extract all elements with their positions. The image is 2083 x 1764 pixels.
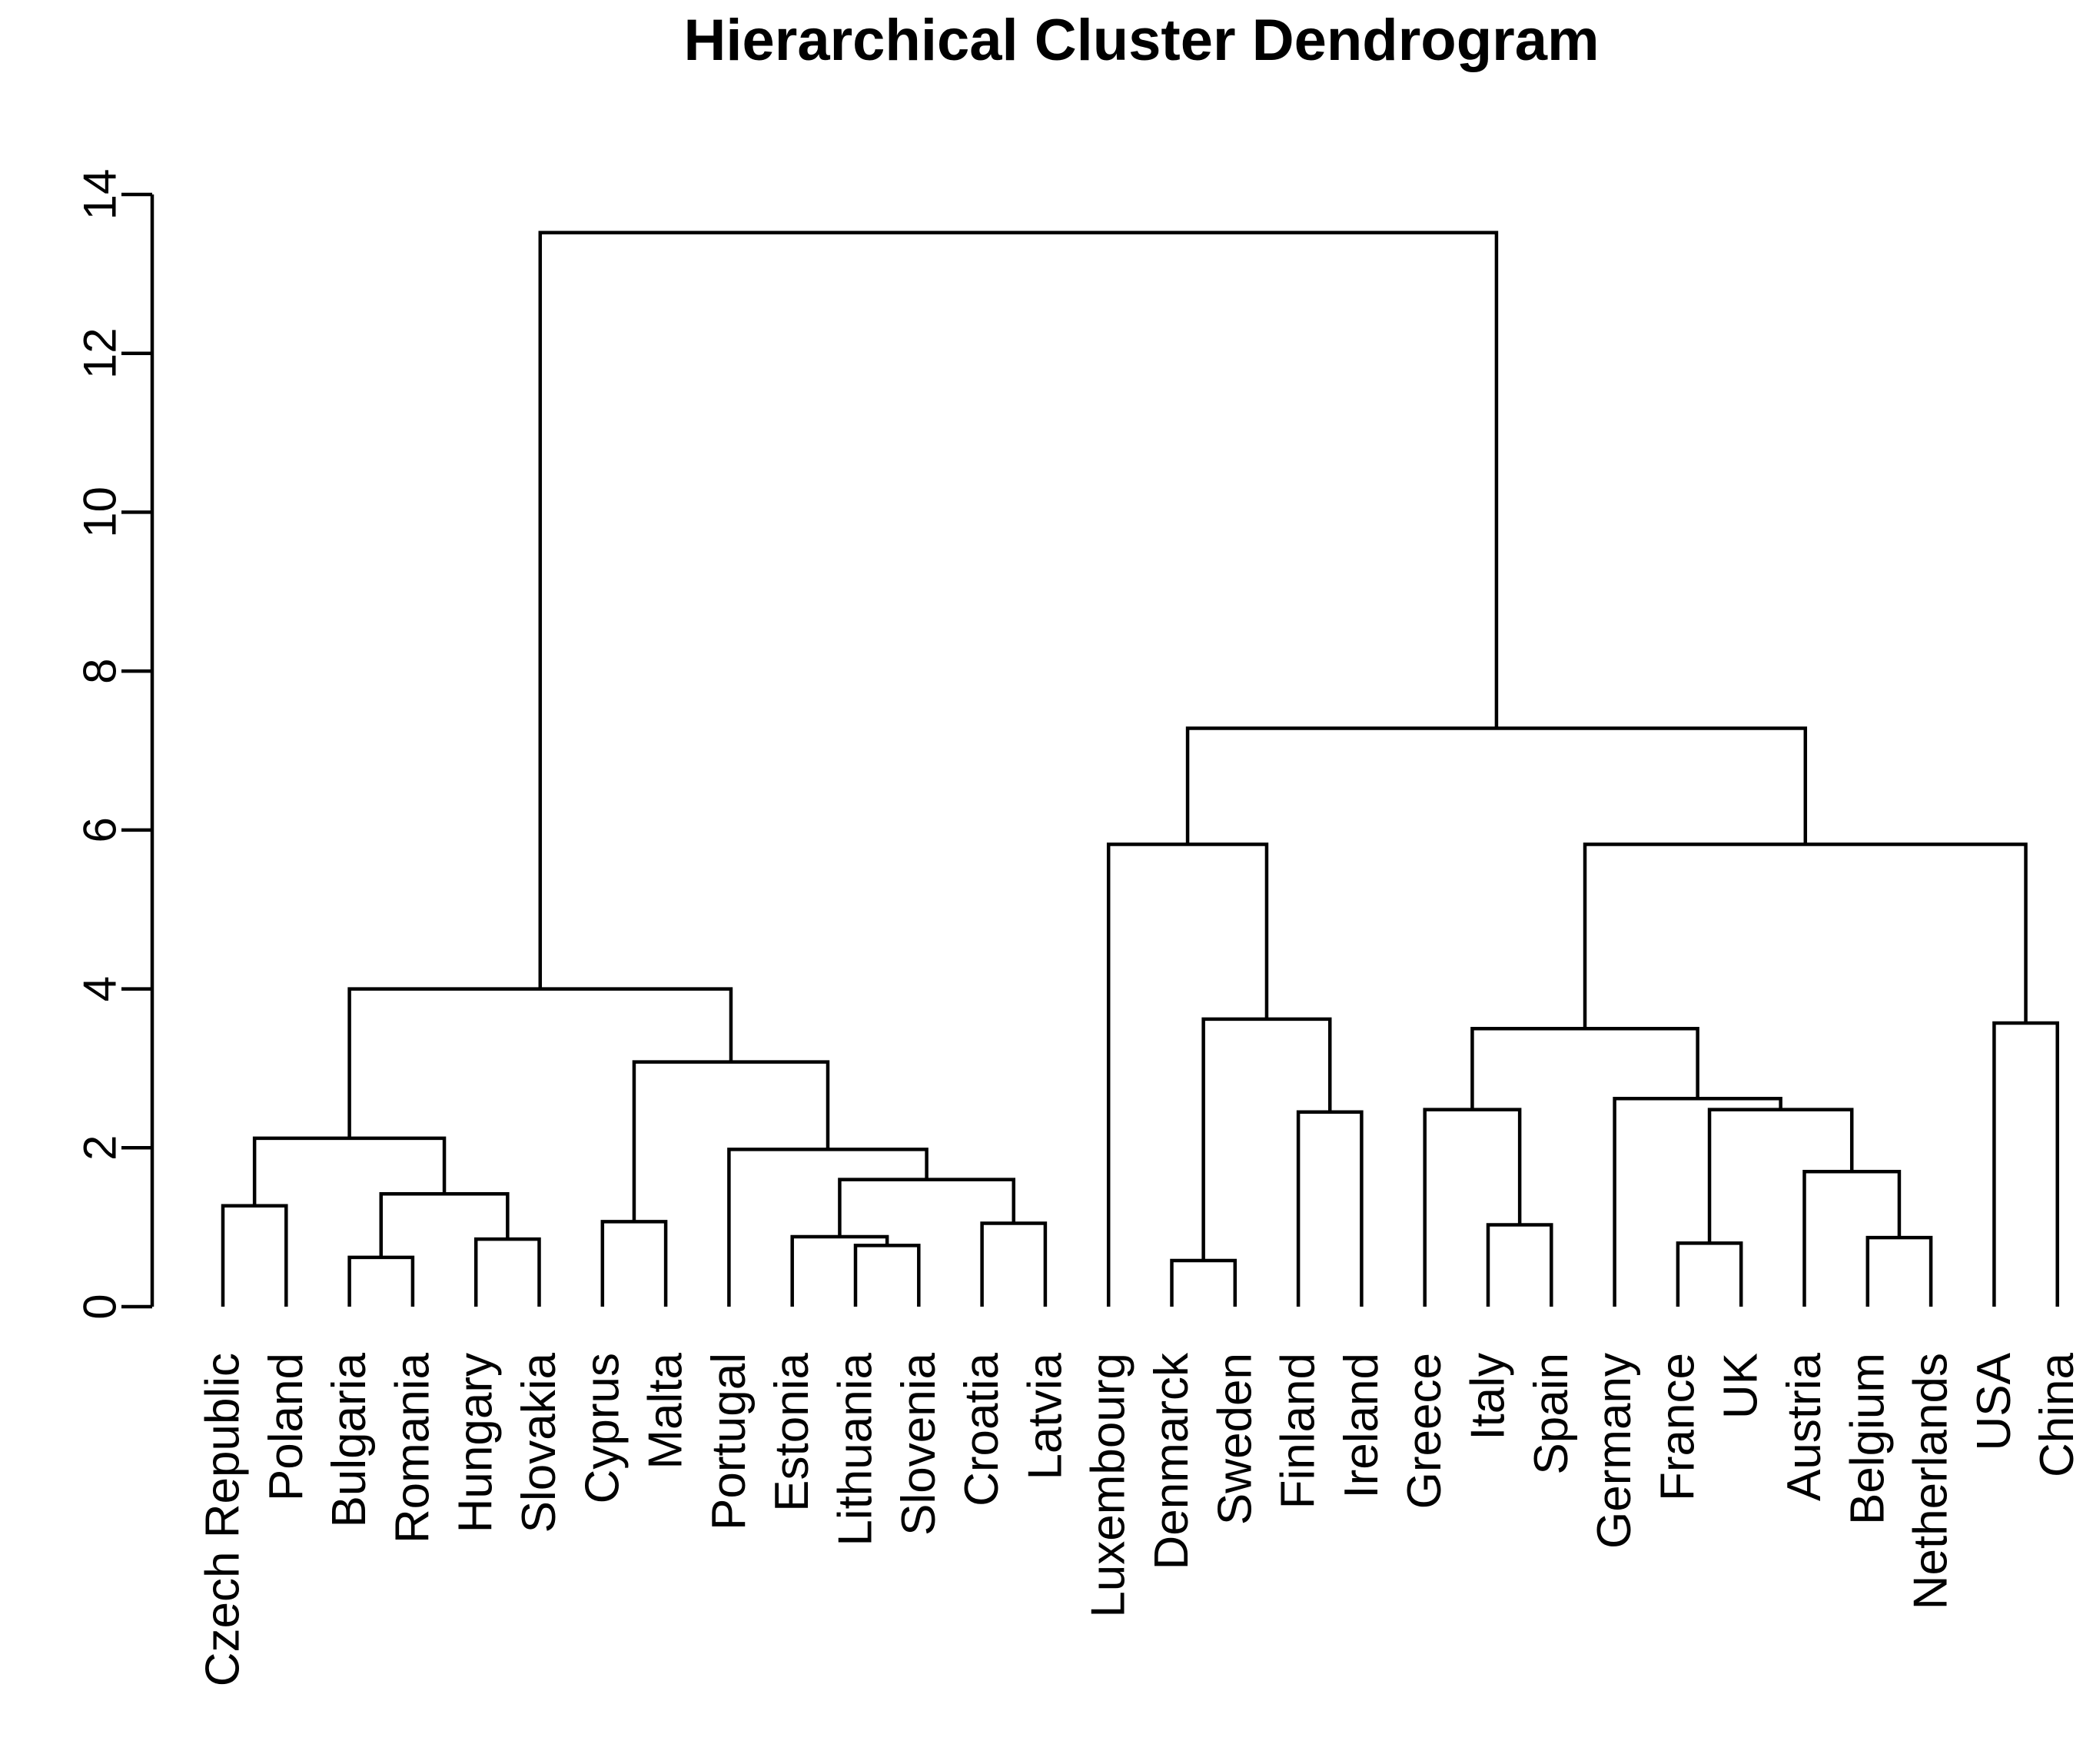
- dendrogram-link-n8: [790, 1234, 889, 1307]
- leaf-label-malta: Malta: [640, 1352, 693, 1469]
- leaf-label-czech-republic: Czech Republic: [197, 1353, 250, 1686]
- leaf-label-lithuania: Lithuania: [829, 1352, 882, 1546]
- dendrogram-link-n12: [632, 1060, 830, 1222]
- leaf-label-spain: Spain: [1525, 1353, 1578, 1475]
- y-tick-label: 14: [75, 169, 126, 221]
- leaf-label-germany: Germany: [1588, 1353, 1641, 1549]
- leaf-label-slovenia: Slovenia: [892, 1352, 945, 1535]
- dendrogram-link-n23: [1707, 1108, 1854, 1244]
- leaf-label-sweden: Sweden: [1208, 1353, 1261, 1525]
- dendrogram-link-n4: [379, 1191, 510, 1257]
- dendrogram-link-n1: [221, 1204, 288, 1307]
- leaf-label-poland: Poland: [260, 1353, 313, 1501]
- dendrogram-link-n5: [252, 1136, 447, 1206]
- leaf-label-ireland: Ireland: [1335, 1353, 1388, 1499]
- leaf-label-usa: USA: [1968, 1352, 2021, 1450]
- dendrogram-link-n21: [1865, 1235, 1933, 1307]
- y-tick-label: 0: [75, 1294, 126, 1319]
- leaf-label-cyprus: Cyprus: [576, 1353, 629, 1503]
- leaf-label-netherlands: Netherlands: [1905, 1353, 1958, 1610]
- dendrogram-link-n11: [727, 1148, 929, 1307]
- leaf-label-austria: Austria: [1778, 1352, 1831, 1500]
- chart-title: Hierarchical Cluster Dendrogram: [683, 8, 1599, 73]
- dendrogram-link-n26: [1992, 1021, 2059, 1307]
- dendrogram-link-n9: [980, 1221, 1048, 1307]
- y-tick-label: 6: [75, 817, 126, 842]
- leaf-label-uk: UK: [1715, 1353, 1768, 1419]
- dendrogram-links: [221, 231, 2059, 1307]
- y-tick-label: 2: [75, 1135, 126, 1161]
- y-tick-label: 4: [75, 976, 126, 1002]
- dendrogram-link-n2: [347, 1255, 415, 1307]
- dendrogram-link-n24: [1613, 1096, 1782, 1307]
- dendrogram-link-n27: [1583, 842, 2028, 1029]
- leaf-label-romania: Romania: [386, 1352, 439, 1543]
- dendrogram-link-n3: [473, 1237, 541, 1307]
- dendrogram-link-n14: [1170, 1258, 1238, 1307]
- leaf-label-hungary: Hungary: [450, 1353, 503, 1533]
- dendrogram-link-n16: [1201, 1017, 1332, 1261]
- dendrogram-link-n7: [853, 1244, 921, 1307]
- leaf-label-italy: Italy: [1462, 1353, 1515, 1440]
- leaf-label-luxembourg: Luxembourg: [1082, 1353, 1135, 1618]
- dendrogram-link-n20: [1676, 1241, 1743, 1307]
- dendrogram-link-n10: [838, 1178, 1015, 1237]
- dendrogram-link-n29: [538, 231, 1499, 989]
- dendrogram-link-n18: [1486, 1223, 1553, 1307]
- leaf-labels: Czech Republic Poland Bulgaria Romania Hunga…: [197, 1352, 2083, 1686]
- dendrogram-link-n15: [1296, 1110, 1364, 1307]
- y-tick-label: 10: [75, 487, 126, 538]
- leaf-label-portugal: Portugal: [703, 1353, 756, 1530]
- leaf-label-finland: Finland: [1272, 1353, 1325, 1509]
- dendrogram-link-n6: [600, 1220, 668, 1307]
- leaf-label-latvia: Latvia: [1018, 1352, 1071, 1480]
- y-tick-label: 12: [75, 327, 126, 379]
- leaf-label-china: China: [2031, 1352, 2083, 1477]
- leaf-label-croatia: Croatia: [955, 1352, 1008, 1506]
- dendrogram-link-n17: [1106, 842, 1269, 1307]
- leaf-label-denmarck: Denmarck: [1145, 1352, 1198, 1570]
- y-axis: 0 2 4 6 8 10 12 14: [75, 169, 154, 1320]
- leaf-label-estonia: Estonia: [766, 1352, 819, 1511]
- dendrogram-link-n28: [1185, 726, 1808, 845]
- y-tick-label: 8: [75, 658, 126, 683]
- leaf-label-belgium: Belgium: [1841, 1353, 1894, 1525]
- leaf-label-france: France: [1651, 1353, 1704, 1501]
- leaf-label-bulgaria: Bulgaria: [323, 1352, 376, 1527]
- dendrogram-link-n19: [1423, 1108, 1522, 1307]
- leaf-label-greece: Greece: [1398, 1353, 1451, 1509]
- leaf-label-slovakia: Slovakia: [513, 1352, 566, 1533]
